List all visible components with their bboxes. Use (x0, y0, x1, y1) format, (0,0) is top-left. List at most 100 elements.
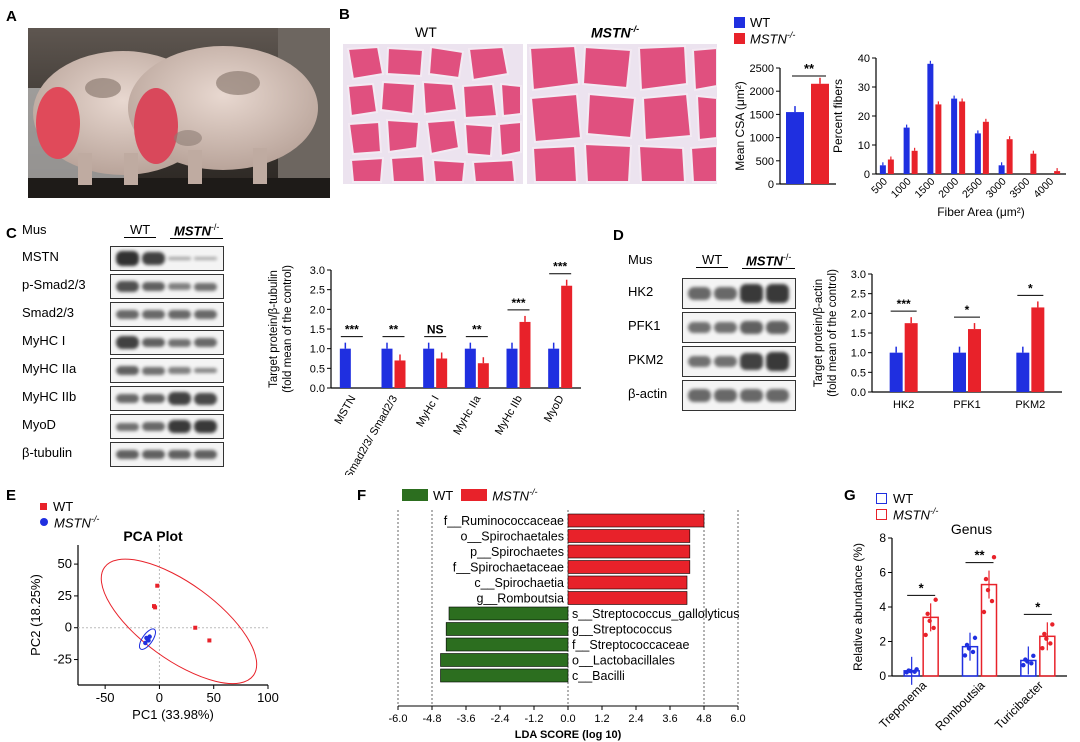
mus-label: Mus (628, 252, 653, 267)
bar-rect (904, 323, 918, 392)
fiber-x-tick-label: 2500 (960, 176, 985, 201)
western-blot-c: Mus WT MSTN-/- MSTN p-Smad2/3 Smad2/3 MyHC I My… (22, 220, 272, 472)
lda-tick-label: 2.4 (628, 713, 643, 725)
genus-sig-label: * (1035, 599, 1041, 614)
bar-x-tick-label: PKM2 (1015, 399, 1045, 411)
blot-band (142, 422, 165, 431)
lda-bar-label: f__Streptococcaceae (572, 638, 689, 652)
pca-x-tick-label: -50 (96, 690, 115, 705)
fiber-bar (927, 63, 934, 174)
blot-strip (110, 330, 224, 355)
genus-point (1029, 661, 1034, 666)
genus-tick-label: 2 (879, 635, 886, 649)
pca-point-wt (193, 625, 198, 630)
blot-band (142, 393, 165, 404)
blot-strip (682, 380, 796, 411)
blot-band (116, 280, 139, 293)
lda-bar (567, 560, 691, 574)
legend-g-wt-label: WT (893, 490, 914, 506)
lda-bar (567, 529, 691, 543)
lda-bar (567, 513, 705, 528)
legend-f-ko-label: MSTN-/- (492, 486, 538, 504)
histology-panel: WT MSTN-/- (343, 24, 717, 184)
lda-bar-label: o__Lactobacillales (572, 654, 675, 668)
genus-point (962, 653, 968, 658)
legend-b-ko: MSTN-/- (734, 30, 824, 46)
bar-x-tick-label: MyHc I (414, 394, 442, 430)
pca-x-tick-label: 100 (257, 690, 279, 705)
pca-x-tick-label: 0 (156, 690, 163, 705)
genus-point (972, 635, 978, 641)
csa-bar (786, 112, 804, 184)
legend-e-ko: MSTN-/- (40, 514, 130, 530)
genus-x-tick-label: Romboutsia (932, 678, 987, 733)
lda-tick-label: -4.8 (423, 713, 442, 725)
blot-band (116, 251, 139, 266)
legend-e-wt-label: WT (53, 498, 74, 514)
pca-point-wt (155, 583, 160, 588)
csa-sig-label: ** (804, 61, 815, 76)
panel-label-d: D (613, 227, 624, 244)
sig-label: *** (553, 260, 567, 274)
genus-point (1044, 636, 1049, 641)
pca-y-tick-label: -25 (53, 652, 72, 667)
lda-bar (445, 637, 569, 652)
legend-b-wt-label: WT (750, 14, 771, 30)
legend-e-marker-wt (40, 502, 47, 510)
lda-bar (445, 622, 569, 636)
csa-bar (811, 83, 829, 184)
protein-chart-c: 0.0 0.5 1.0 1.5 2.0 2.5 3.0 Target protein/β-tu… (268, 260, 581, 475)
blot-band (194, 392, 217, 405)
bar-tick-label: 0.0 (851, 387, 866, 399)
genus-point (923, 632, 928, 638)
bar-rect (394, 360, 406, 388)
fiber-x-tick-label: 500 (869, 176, 890, 197)
bar-x-tick-label: MSTN (332, 393, 358, 426)
blot-band (168, 419, 191, 434)
pca-y-tick-label: 50 (58, 556, 72, 571)
csa-y-label: Mean CSA (μm²) (733, 81, 747, 171)
pca-point-wt (207, 638, 212, 643)
blot-strip (682, 312, 796, 343)
blot-strip (110, 414, 224, 439)
fiber-bar (974, 133, 981, 174)
blot-band (194, 449, 217, 460)
fiber-bar (935, 104, 942, 174)
blot-band (116, 449, 139, 460)
lda-bar (440, 653, 569, 667)
group-label-wt: WT (696, 252, 729, 268)
bar-tick-label: 0.5 (310, 363, 325, 375)
lda-bar (567, 591, 688, 605)
lda-bar-label: f__Ruminococcaceae (444, 514, 564, 528)
legend-swatch-ko (734, 32, 745, 44)
bar-x-tick-label: MyHc IIb (493, 394, 525, 438)
blot-strip (110, 274, 224, 299)
fiber-x-tick-label: 1000 (889, 176, 914, 201)
pca-title: PCA Plot (123, 528, 183, 544)
blot-strip (682, 346, 796, 377)
lda-bar-label: p__Spirochaetes (470, 545, 564, 559)
pca-point-ko (145, 636, 150, 642)
blot-band (766, 284, 789, 303)
genus-point (981, 609, 987, 615)
blot-strip (110, 302, 224, 327)
fiber-tick-label: 0 (864, 169, 870, 181)
fiber-x-tick-label: 4000 (1031, 176, 1056, 201)
blot-band (688, 356, 711, 367)
genus-point (927, 618, 932, 624)
bar-x-tick-label: MyHc IIa (451, 393, 484, 437)
fiber-bar (959, 101, 966, 174)
bar-tick-label: 2.5 (310, 285, 325, 297)
blot-band (688, 389, 711, 402)
blot-band (714, 287, 737, 300)
fiber-bar (879, 165, 886, 174)
bar-x-tick-label: PFK1 (953, 399, 981, 411)
bar-rect (506, 348, 518, 388)
bar-rect (968, 329, 981, 392)
blot-row-label: Smad2/3 (22, 305, 75, 320)
bar-rect (889, 352, 903, 392)
blot-band (116, 365, 139, 376)
bar-tick-label: 0.5 (851, 367, 866, 379)
blot-row-label: MSTN (22, 249, 59, 264)
lda-x-label: LDA SCORE (log 10) (515, 729, 622, 741)
